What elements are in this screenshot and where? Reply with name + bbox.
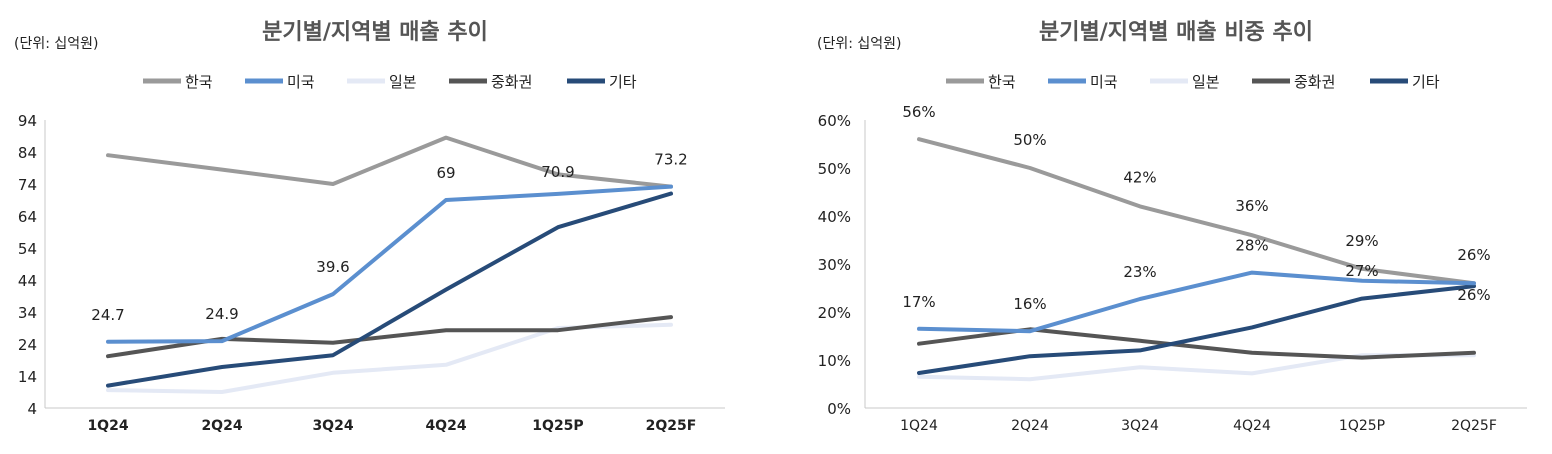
chart-title: 분기별/지역별 매출 비중 추이 <box>1039 20 1313 45</box>
data-label: 28% <box>1235 237 1268 255</box>
y-tick-label: 0% <box>827 400 851 418</box>
data-label: 39.6 <box>316 258 349 276</box>
series-line-기타 <box>106 191 673 388</box>
data-label: 29% <box>1345 232 1378 250</box>
series-line-미국 <box>917 270 1476 334</box>
x-tick-label: 1Q25P <box>1339 418 1385 434</box>
x-tick-label: 3Q24 <box>312 418 353 434</box>
data-label: 56% <box>902 103 935 121</box>
y-tick-label: 54 <box>18 240 37 258</box>
legend-label: 미국 <box>1090 73 1118 91</box>
data-label: 27% <box>1345 262 1378 280</box>
data-label: 70.9 <box>541 163 574 181</box>
data-label: 23% <box>1123 263 1156 281</box>
data-label: 17% <box>902 293 935 311</box>
y-tick-label: 94 <box>18 112 37 130</box>
data-label: 69 <box>436 164 455 182</box>
x-tick-label: 2Q25F <box>646 418 697 434</box>
legend-label: 기타 <box>609 73 637 91</box>
data-label: 50% <box>1013 131 1046 149</box>
data-label: 26% <box>1457 286 1490 304</box>
chart-unit-label: (단위: 십억원) <box>817 36 902 52</box>
legend-label: 중화권 <box>1294 73 1335 91</box>
y-tick-label: 60% <box>818 112 851 130</box>
y-tick-label: 24 <box>18 336 37 354</box>
series-line-한국 <box>917 137 1476 286</box>
chart-title: 분기별/지역별 매출 추이 <box>262 20 488 45</box>
legend-label: 한국 <box>185 73 213 91</box>
y-tick-label: 74 <box>18 176 37 194</box>
x-tick-label: 1Q24 <box>900 418 938 434</box>
x-tick-label: 1Q24 <box>87 418 128 434</box>
data-label: 36% <box>1235 197 1268 215</box>
chart-unit-label: (단위: 십억원) <box>14 36 99 52</box>
x-tick-label: 2Q25F <box>1451 418 1497 434</box>
series-line-기타 <box>917 284 1476 375</box>
x-tick-label: 1Q25P <box>532 418 583 434</box>
legend-label: 일본 <box>1192 73 1220 91</box>
y-tick-label: 20% <box>818 304 851 322</box>
y-tick-label: 44 <box>18 272 37 290</box>
y-tick-label: 4 <box>27 400 37 418</box>
y-tick-label: 10% <box>818 352 851 370</box>
data-label: 73.2 <box>654 151 687 169</box>
legend-label: 미국 <box>287 73 315 91</box>
legend-label: 중화권 <box>491 73 532 91</box>
x-tick-label: 2Q24 <box>1011 418 1049 434</box>
data-label: 24.9 <box>205 305 238 323</box>
y-tick-label: 50% <box>818 160 851 178</box>
series-line-미국 <box>106 184 673 344</box>
y-tick-label: 14 <box>18 368 37 386</box>
y-tick-label: 40% <box>818 208 851 226</box>
legend-label: 한국 <box>988 73 1016 91</box>
y-tick-label: 64 <box>18 208 37 226</box>
data-label: 24.7 <box>91 306 124 324</box>
x-tick-label: 4Q24 <box>1233 418 1271 434</box>
legend-label: 일본 <box>389 73 417 91</box>
x-tick-label: 4Q24 <box>425 418 466 434</box>
legend-label: 기타 <box>1412 73 1440 91</box>
x-tick-label: 3Q24 <box>1121 418 1159 434</box>
data-label: 16% <box>1013 295 1046 313</box>
x-tick-label: 2Q24 <box>201 418 242 434</box>
data-label: 42% <box>1123 168 1156 186</box>
y-tick-label: 30% <box>818 256 851 274</box>
y-tick-label: 84 <box>18 144 37 162</box>
y-tick-label: 34 <box>18 304 37 322</box>
series-line-한국 <box>106 135 673 189</box>
data-label: 26% <box>1457 246 1490 264</box>
